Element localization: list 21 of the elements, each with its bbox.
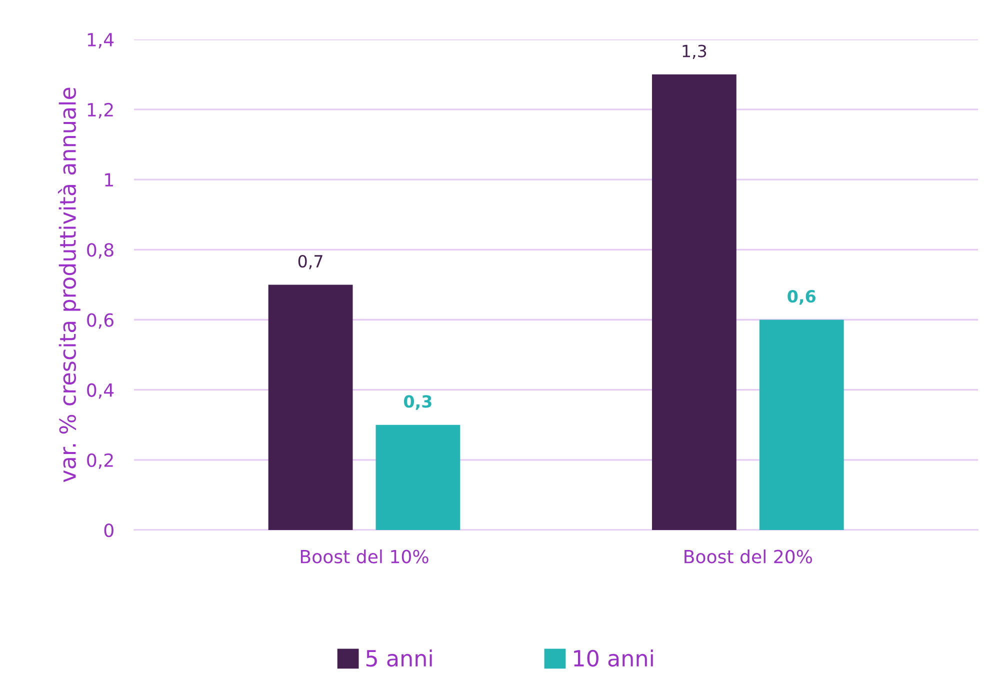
- y-tick-label: 0: [104, 523, 114, 538]
- y-tick-label: 0,4: [87, 383, 114, 399]
- x-tick-label: Boost del 20%: [684, 549, 812, 564]
- bar: [759, 320, 844, 530]
- y-tick-label: 0,6: [87, 313, 114, 329]
- y-tick-label: 1: [105, 173, 113, 186]
- bar: [652, 74, 736, 530]
- y-tick-label: 1,2: [88, 102, 113, 118]
- y-tick-label: 1,4: [88, 33, 114, 48]
- bar: [376, 424, 460, 530]
- data-label: 0,3: [404, 395, 432, 410]
- data-label: 0,7: [298, 254, 322, 270]
- legend-label: 10 anni: [574, 649, 653, 667]
- legend-label: 5 anni: [366, 649, 432, 667]
- y-axis-title: var. % crescita produttività annuale: [58, 88, 80, 482]
- x-tick-label: Boost del 10%: [300, 549, 428, 564]
- bar: [268, 284, 353, 530]
- data-label: 1,3: [682, 44, 706, 60]
- y-tick-label: 0,8: [87, 243, 114, 259]
- data-label: 0,6: [788, 290, 816, 305]
- y-tick-label: 0,2: [87, 453, 113, 469]
